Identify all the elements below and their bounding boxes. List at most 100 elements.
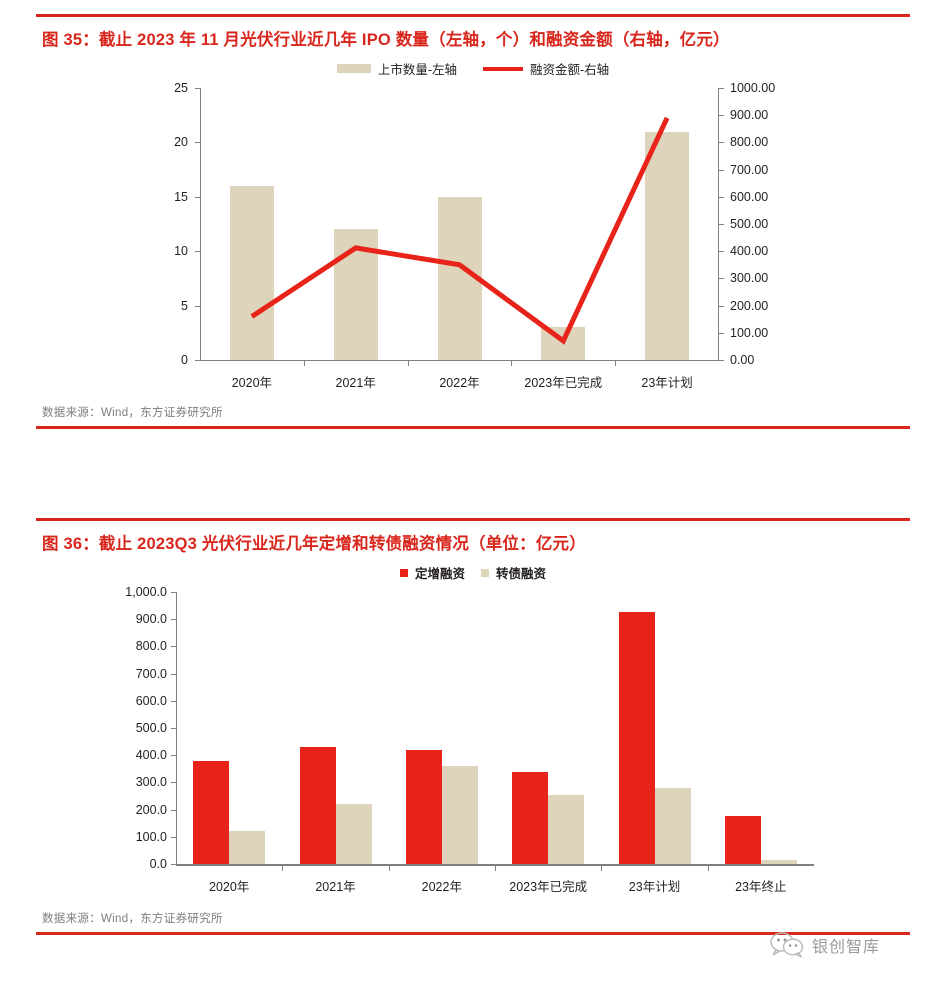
figure-36-legend: 定增融资 转债融资	[36, 563, 910, 582]
y-axis-right-tick	[719, 278, 724, 280]
bar-swatch-icon	[336, 64, 371, 73]
bar-ipo-2020	[229, 185, 274, 360]
x-axis-label-2020: 2020年	[209, 880, 250, 894]
y-axis-right-tick-label: 100.00	[730, 325, 769, 340]
y-axis-tick	[171, 755, 176, 757]
x-axis-label-23-stop: 23年终止	[735, 880, 787, 894]
legend-label: 融资金额-右轴	[530, 63, 610, 77]
y-axis-tick	[171, 646, 176, 648]
y-axis-right-tick	[719, 224, 724, 225]
x-axis-tick	[303, 361, 305, 366]
x-axis-tick	[407, 361, 409, 366]
x-axis-tick	[511, 361, 513, 366]
x-axis-tick	[495, 865, 496, 871]
bar-private-placement-23-plan	[618, 611, 655, 864]
x-axis-line	[200, 360, 719, 361]
y-axis-left-tick	[195, 305, 200, 307]
bar-convertible-bond-23-plan	[654, 787, 691, 864]
y-axis-right-tick	[719, 305, 724, 307]
y-axis-right-tick-label: 800.00	[730, 135, 769, 150]
y-axis-left-tick-label: 15	[174, 189, 188, 204]
y-axis-tick	[171, 592, 176, 593]
y-axis-tick	[171, 728, 176, 729]
legend-label: 定增融资	[414, 567, 465, 581]
legend-item-convertible-bond[interactable]: 转债融资	[481, 563, 546, 582]
legend-label: 转债融资	[496, 567, 547, 581]
legend-item-private-placement[interactable]: 定增融资	[399, 563, 465, 582]
bar-private-placement-2021	[299, 747, 336, 864]
y-axis-right-tick	[719, 251, 724, 253]
x-axis-label-2020: 2020年	[231, 376, 273, 390]
x-axis-label-2023-done: 2023年已完成	[524, 376, 603, 390]
y-axis-tick-label: 900.0	[135, 611, 167, 626]
y-axis-right-tick-label: 1000.00	[730, 80, 776, 95]
figure-36-chart: 0.0 100.0 200.0 300.0 400.0 500.0 600.0 …	[36, 586, 910, 904]
y-axis-right-tick-label: 200.00	[730, 298, 769, 313]
y-axis-right-tick	[719, 115, 724, 117]
y-axis-right-tick-label: 400.00	[730, 243, 769, 258]
y-axis-left-tick-label: 20	[174, 135, 188, 150]
figure-35-title: 图 35：截止 2023 年 11 月光伏行业近几年 IPO 数量（左轴，个）和…	[42, 31, 730, 49]
figure-35-top-rule	[36, 14, 910, 17]
y-axis-right-tick-label: 0.00	[730, 352, 755, 367]
figure-35-chart: 0 5 10 15 20 25 0.00 100.00 200.00 300.0…	[36, 82, 910, 398]
bar-convertible-bond-2023-done	[548, 794, 585, 864]
square-swatch-icon	[399, 568, 408, 577]
y-axis-left-tick	[195, 196, 200, 198]
y-axis-tick	[171, 619, 176, 621]
y-axis-left-tick-label: 0	[181, 352, 188, 367]
y-axis-right-tick-label: 500.00	[730, 216, 769, 231]
y-axis-tick-label: 200.0	[135, 802, 167, 817]
y-axis-tick	[171, 864, 176, 865]
figure-36-bottom-rule	[36, 932, 910, 935]
y-axis-right-tick	[719, 142, 724, 144]
bar-ipo-23-plan	[645, 131, 690, 360]
y-axis-tick-label: 100.0	[135, 829, 167, 844]
y-axis-tick-label: 500.0	[135, 720, 167, 735]
y-axis-right-tick	[719, 360, 724, 361]
x-axis-tick	[601, 865, 603, 871]
y-axis-tick-label: 700.0	[135, 666, 167, 681]
y-axis-left-tick	[195, 360, 200, 361]
bar-convertible-bond-2020	[229, 831, 266, 864]
bar-convertible-bond-23-stop	[760, 860, 797, 864]
y-axis-right-tick	[719, 196, 724, 198]
y-axis-right-tick	[719, 169, 724, 171]
y-axis-left-line	[200, 88, 201, 360]
wechat-icon	[770, 932, 804, 958]
watermark-text: 银创智库	[812, 939, 881, 956]
square-swatch-icon	[481, 568, 489, 577]
watermark: 银创智库	[770, 932, 880, 958]
y-axis-right-tick	[719, 88, 724, 89]
figure-35-source: 数据来源：Wind，东方证券研究所	[42, 407, 223, 419]
y-axis-left-tick-label: 10	[174, 243, 188, 258]
figure-35-block: 图 35：截止 2023 年 11 月光伏行业近几年 IPO 数量（左轴，个）和…	[36, 14, 910, 429]
y-axis-left-tick	[195, 251, 200, 253]
y-axis-right-tick-label: 300.00	[730, 271, 769, 286]
x-axis-label-23-plan: 23年计划	[641, 376, 693, 390]
financing-line-series	[250, 116, 670, 345]
y-axis-right-tick	[719, 332, 724, 334]
y-axis-left-tick	[195, 142, 200, 144]
legend-item-ipo-count[interactable]: 上市数量-左轴	[336, 59, 457, 78]
bar-convertible-bond-2021	[335, 803, 372, 864]
figure-36-source: 数据来源：Wind，东方证券研究所	[42, 913, 223, 925]
bars-layer	[176, 592, 814, 864]
x-axis-tick	[707, 865, 709, 871]
y-axis-line	[176, 592, 177, 864]
x-axis-tick	[282, 865, 284, 871]
y-axis-tick	[171, 782, 176, 784]
y-axis-right-line	[718, 88, 719, 360]
bar-private-placement-2022	[405, 749, 442, 864]
bar-convertible-bond-2022	[441, 766, 478, 864]
figure-35-bottom-rule	[36, 426, 910, 429]
y-axis-tick	[171, 809, 176, 811]
y-axis-tick	[171, 673, 176, 675]
y-axis-tick-label: 0.0	[149, 856, 167, 871]
y-axis-right-tick-label: 600.00	[730, 189, 769, 204]
y-axis-right-tick-label: 700.00	[730, 162, 769, 177]
legend-item-financing-amount[interactable]: 融资金额-右轴	[483, 59, 609, 78]
figure-36-block: 图 36：截止 2023Q3 光伏行业近几年定增和转债融资情况（单位：亿元） 定…	[36, 518, 910, 935]
bar-private-placement-23-stop	[724, 815, 761, 864]
financing-line-path	[250, 116, 670, 345]
